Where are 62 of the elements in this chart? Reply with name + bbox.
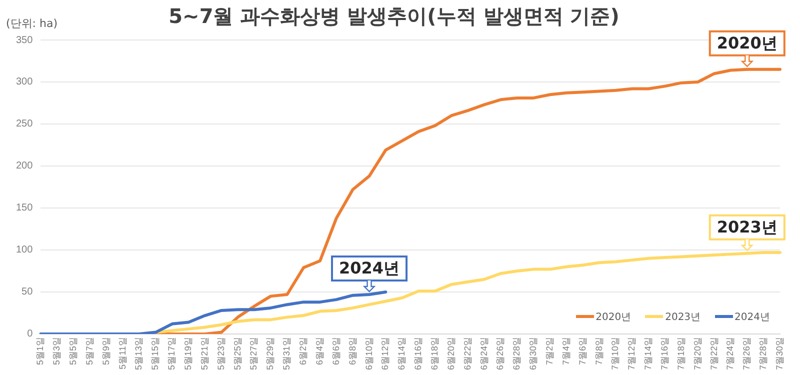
x-tick-label: 5월13일 <box>134 336 144 370</box>
x-tick-label: 5월27일 <box>248 336 259 370</box>
x-tick-label: 6월2일 <box>298 336 308 365</box>
x-tick-label: 5월3일 <box>52 336 62 365</box>
x-tick-label: 7월18일 <box>676 336 686 370</box>
x-tick-label: 7월16일 <box>659 336 670 370</box>
y-tick-label: 0 <box>27 328 34 340</box>
y-tick-label: 350 <box>16 34 34 46</box>
x-tick-label: 6월18일 <box>429 336 440 370</box>
x-tick-label: 5월7일 <box>84 336 94 365</box>
legend-label: 2020년 <box>596 310 632 324</box>
chart-title: 5~7월 과수화상병 발생추이(누적 발생면적 기준) <box>168 4 620 28</box>
x-tick-label: 5월23일 <box>216 336 226 370</box>
annotation: 2023년 <box>716 218 778 237</box>
x-tick-label: 6월22일 <box>462 336 472 370</box>
legend-label: 2023년 <box>665 310 701 324</box>
x-tick-label: 7월14일 <box>643 336 654 370</box>
annotation: 2020년 <box>716 34 778 53</box>
x-tick-label: 6월30일 <box>528 336 538 370</box>
x-tick-label: 6월14일 <box>396 336 407 370</box>
x-tick-label: 6월20일 <box>446 336 456 370</box>
x-tick-label: 7월12일 <box>626 336 637 370</box>
y-tick-label: 100 <box>16 244 34 256</box>
x-tick-label: 5월15일 <box>150 336 160 370</box>
x-tick-label: 7월4일 <box>560 336 571 365</box>
x-tick-label: 5월1일 <box>35 336 46 365</box>
x-tick-label: 5월17일 <box>166 336 177 370</box>
x-tick-label: 5월29일 <box>265 336 276 370</box>
x-tick-label: 7월30일 <box>774 336 784 370</box>
x-tick-label: 7월24일 <box>725 336 736 370</box>
x-tick-label: 7월8일 <box>594 336 604 365</box>
x-tick-label: 6월16일 <box>413 336 424 370</box>
x-tick-label: 6월26일 <box>495 336 506 370</box>
y-tick-label: 150 <box>16 202 34 214</box>
annotation: 2024년 <box>339 258 400 278</box>
x-tick-label: 5월21일 <box>199 336 210 370</box>
x-tick-label: 5월5일 <box>68 336 78 365</box>
y-axis-title: (단위: ha) <box>6 16 58 30</box>
x-tick-label: 7월20일 <box>692 336 702 370</box>
x-tick-label: 6월24일 <box>478 336 489 370</box>
y-tick-label: 200 <box>16 160 34 172</box>
x-tick-label: 7월6일 <box>577 336 588 365</box>
x-tick-label: 5월11일 <box>117 336 128 370</box>
x-tick-label: 7월28일 <box>758 336 768 370</box>
x-tick-label: 6월4일 <box>314 336 324 365</box>
y-tick-label: 250 <box>16 118 34 130</box>
x-tick-label: 7월22일 <box>708 336 719 370</box>
x-tick-label: 7월2일 <box>544 336 554 365</box>
x-tick-label: 7월10일 <box>610 336 620 370</box>
x-tick-label: 5월31일 <box>282 336 292 370</box>
x-tick-label: 6월6일 <box>330 336 341 365</box>
x-tick-label: 6월10일 <box>364 336 374 370</box>
x-tick-label: 6월12일 <box>380 336 390 370</box>
x-tick-label: 5월9일 <box>100 336 111 365</box>
x-tick-label: 7월26일 <box>742 336 752 370</box>
x-tick-label: 5월19일 <box>183 336 194 370</box>
x-tick-label: 6월8일 <box>347 336 358 365</box>
y-tick-label: 50 <box>22 286 34 298</box>
y-tick-label: 300 <box>16 76 34 88</box>
x-tick-label: 6월28일 <box>512 336 522 370</box>
x-tick-label: 5월25일 <box>232 336 242 370</box>
legend-label: 2024년 <box>734 310 770 324</box>
